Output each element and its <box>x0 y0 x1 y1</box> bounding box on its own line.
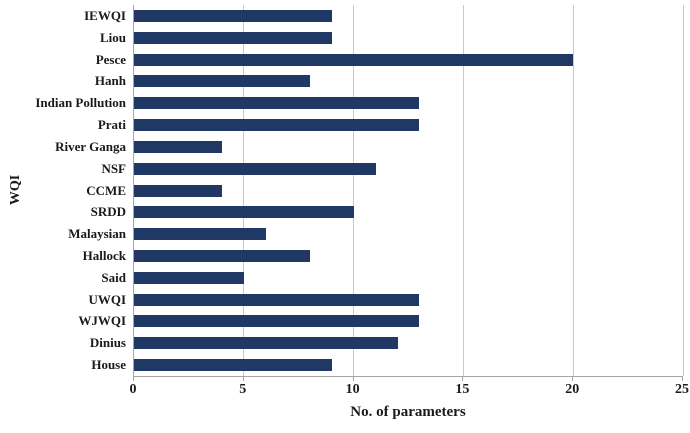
category-label-iewqi: IEWQI <box>84 7 126 23</box>
bar-hanh <box>134 75 310 88</box>
bar-river-ganga <box>134 140 222 153</box>
bar-srdd <box>134 206 354 219</box>
gridline-x-20 <box>572 5 574 376</box>
category-label-ccme: CCME <box>86 182 126 198</box>
x-tick-label-5: 5 <box>239 382 247 397</box>
category-label-hallock: Hallock <box>82 247 126 263</box>
bar-nsf <box>134 162 376 175</box>
bar-hallock <box>134 249 310 262</box>
category-label-river-ganga: River Ganga <box>55 138 126 154</box>
category-label-uwqi: UWQI <box>88 291 126 307</box>
bar-iewqi <box>134 9 332 22</box>
x-tick-mark-25 <box>682 377 683 381</box>
x-tick-mark-5 <box>242 377 244 381</box>
x-tick-label-25: 25 <box>675 382 689 397</box>
bar-wjwqi <box>134 315 420 328</box>
bar-liou <box>134 31 332 44</box>
bar-house <box>134 359 332 372</box>
category-label-wjwqi: WJWQI <box>78 313 126 329</box>
x-tick-mark-10 <box>352 377 354 381</box>
plot-area <box>133 5 684 377</box>
x-tick-mark-20 <box>572 377 574 381</box>
category-label-house: House <box>91 357 126 373</box>
bar-malaysian <box>134 228 266 241</box>
bar-indian-pollution <box>134 97 420 110</box>
bar-dinius <box>134 337 398 350</box>
gridline-x-25 <box>682 5 684 376</box>
gridline-x-15 <box>462 5 464 376</box>
category-label-said: Said <box>101 269 126 285</box>
gridline-x-5 <box>243 5 245 376</box>
category-label-indian-pollution: Indian Pollution <box>35 95 126 111</box>
category-label-nsf: NSF <box>101 160 126 176</box>
x-tick-label-0: 0 <box>129 382 137 397</box>
category-label-malaysian: Malaysian <box>68 226 126 242</box>
bar-uwqi <box>134 293 420 306</box>
x-tick-mark-15 <box>462 377 464 381</box>
x-tick-label-20: 20 <box>565 382 580 397</box>
bar-pesce <box>134 53 574 66</box>
x-tick-label-10: 10 <box>345 382 360 397</box>
category-label-prati: Prati <box>97 117 126 133</box>
bar-prati <box>134 119 420 132</box>
x-tick-label-15: 15 <box>455 382 470 397</box>
category-label-hanh: Hanh <box>94 73 126 89</box>
x-tick-mark-0 <box>133 377 134 381</box>
x-axis-title: No. of parameters <box>350 404 466 420</box>
category-label-pesce: Pesce <box>95 51 126 67</box>
gridline-x-10 <box>353 5 355 376</box>
bar-said <box>134 271 244 284</box>
category-label-dinius: Dinius <box>89 335 126 351</box>
bar-ccme <box>134 184 222 197</box>
category-label-srdd: SRDD <box>90 204 126 220</box>
category-label-liou: Liou <box>99 29 126 45</box>
